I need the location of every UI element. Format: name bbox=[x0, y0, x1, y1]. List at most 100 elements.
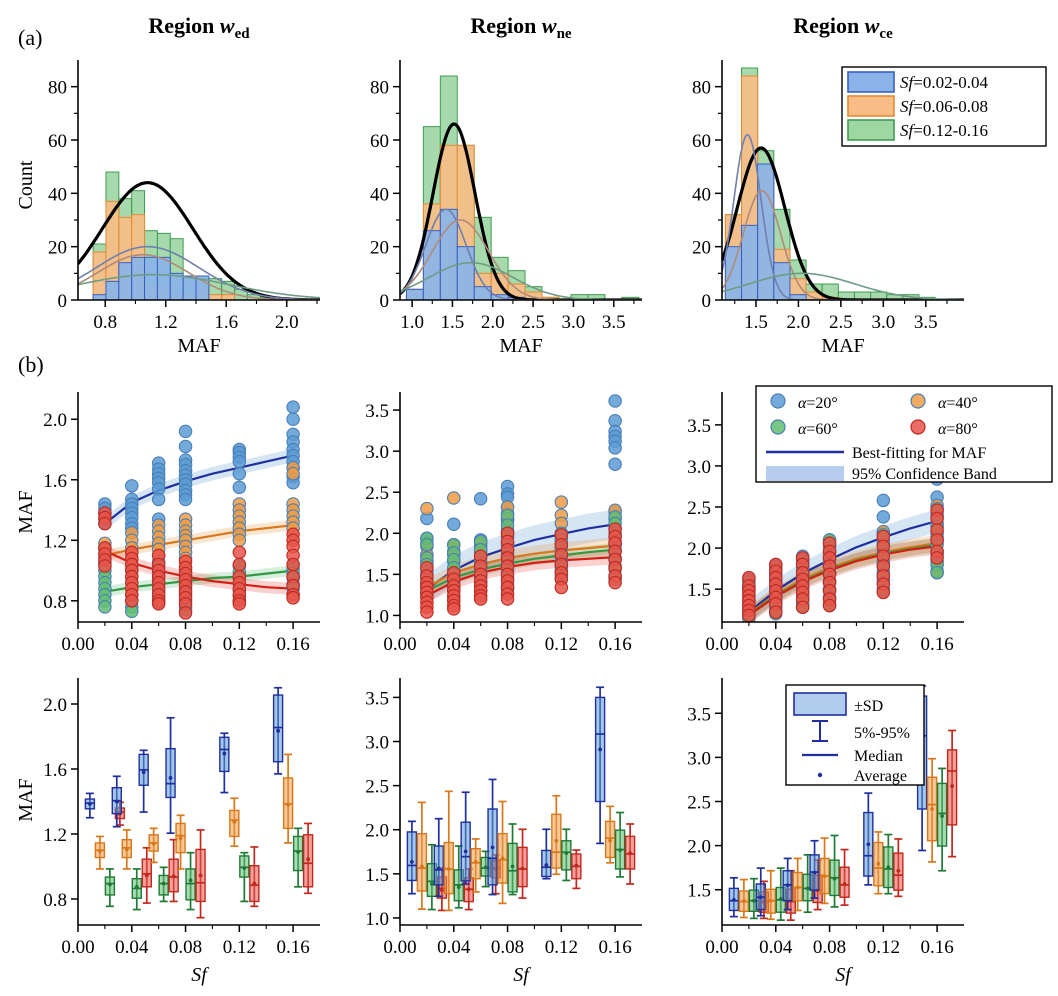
y-tick-label: 3.0 bbox=[687, 457, 711, 478]
x-tick-label: 1.5 bbox=[441, 312, 465, 333]
x-tick-label: 3.5 bbox=[602, 312, 626, 333]
panel-label-b: (b) bbox=[18, 352, 44, 377]
mean-marker bbox=[456, 885, 461, 889]
scatter-point bbox=[178, 492, 193, 507]
mean-marker bbox=[151, 841, 156, 846]
scatter-point bbox=[232, 533, 247, 548]
x-tick-label: 0.16 bbox=[598, 937, 631, 958]
y-tick-label: 80 bbox=[692, 78, 711, 99]
scatter-point bbox=[608, 394, 622, 408]
y-tick-label: 0 bbox=[702, 291, 712, 312]
fit-curve-orange bbox=[722, 189, 964, 300]
hist-bar bbox=[182, 275, 197, 300]
y-tick-label: 60 bbox=[370, 131, 389, 152]
y-tick-label: 1.2 bbox=[43, 825, 67, 846]
scatter-point bbox=[500, 592, 515, 606]
mean-marker bbox=[141, 770, 146, 775]
box-legend: ±SD 5%-95% Median Average bbox=[785, 684, 925, 786]
mean-marker bbox=[778, 897, 783, 901]
x-tick-label: 0.04 bbox=[115, 937, 149, 958]
x-tick-label: 0.08 bbox=[813, 937, 846, 958]
scatter-point bbox=[286, 466, 300, 481]
mean-marker bbox=[296, 849, 301, 854]
mean-marker bbox=[232, 819, 237, 824]
column-title: Region wce bbox=[793, 13, 893, 42]
y-tick-label: 1.5 bbox=[365, 565, 389, 586]
scatter-point bbox=[447, 602, 461, 616]
mean-marker bbox=[222, 751, 227, 756]
mean-marker bbox=[483, 865, 488, 870]
x-tick-label: 2.5 bbox=[521, 312, 545, 333]
box bbox=[165, 747, 176, 799]
legend-swatch bbox=[847, 119, 895, 141]
x-tick-label: 0.04 bbox=[437, 634, 471, 655]
legend-swatch bbox=[847, 95, 895, 117]
chart-hist-wne: 0 20 40 60 80 1.0 1.5 2.0 2.5 3.0 3.5 MAF Region wne bbox=[370, 13, 642, 357]
mean-marker bbox=[940, 814, 945, 818]
hist-bar bbox=[741, 224, 759, 300]
y-tick-label: 2.0 bbox=[43, 410, 67, 431]
scatter-point bbox=[608, 441, 622, 455]
y-tick-label: 60 bbox=[692, 131, 711, 152]
panel-label-a: (a) bbox=[18, 25, 42, 50]
y-tick-label: 2.0 bbox=[43, 695, 67, 716]
x-tick-label: 0.12 bbox=[223, 937, 256, 958]
hist-bar bbox=[144, 256, 158, 300]
x-tick-label: 0.00 bbox=[705, 634, 738, 655]
mean-marker bbox=[87, 802, 92, 806]
x-tick-label: 0.16 bbox=[920, 937, 953, 958]
scatter-point bbox=[178, 606, 193, 620]
hist-legend: Sf=0.02-0.04 Sf=0.06-0.08 Sf=0.12-0.16 bbox=[841, 66, 1047, 147]
scatter-point bbox=[447, 517, 461, 531]
x-tick-label: 2.0 bbox=[275, 312, 299, 333]
x-tick-label: 0.08 bbox=[491, 634, 524, 655]
x-tick-label: 2.0 bbox=[481, 312, 505, 333]
legend-sd-box bbox=[793, 692, 847, 716]
scatter-point bbox=[447, 491, 461, 505]
scatter-point bbox=[822, 598, 837, 613]
x-tick-label: 2.5 bbox=[829, 312, 853, 333]
mean-marker bbox=[741, 898, 746, 903]
mean-marker bbox=[178, 836, 183, 840]
box bbox=[406, 831, 418, 882]
legend-average-label: Average bbox=[854, 768, 907, 785]
legend-marker bbox=[770, 419, 786, 435]
legend-band-label: 95% Confidence Band bbox=[852, 466, 997, 483]
y-tick-label: 20 bbox=[48, 238, 67, 259]
scatter-point bbox=[98, 559, 112, 573]
chart-hist-wce: 0 20 40 60 80 1.5 2.0 2.5 3.0 3.5 MAF Region wce bbox=[692, 13, 964, 357]
mean-marker bbox=[876, 861, 881, 866]
mean-marker bbox=[758, 895, 763, 900]
fit-curve-green bbox=[78, 273, 320, 299]
scatter-point bbox=[769, 605, 783, 619]
hist-bar bbox=[405, 288, 424, 300]
scatter-point bbox=[930, 511, 944, 526]
x-tick-label: 0.00 bbox=[61, 937, 94, 958]
mean-marker bbox=[276, 728, 281, 733]
scatter-point bbox=[286, 400, 300, 414]
mean-marker bbox=[171, 874, 176, 879]
scatter-point bbox=[178, 439, 193, 454]
scatter-point bbox=[420, 538, 434, 552]
y-tick-label: 20 bbox=[692, 238, 711, 259]
y-tick-label: 60 bbox=[48, 131, 67, 152]
legend-label: α=40° bbox=[938, 395, 978, 412]
hist-bar bbox=[118, 262, 133, 300]
y-tick-label: 3.5 bbox=[687, 704, 711, 725]
mean-marker bbox=[429, 882, 434, 886]
x-tick-label: 1.5 bbox=[744, 312, 768, 333]
scatter-point bbox=[473, 492, 488, 506]
x-tick-label: 1.2 bbox=[154, 312, 178, 333]
x-tick-label: 0.04 bbox=[759, 634, 793, 655]
scatter-point bbox=[554, 495, 569, 509]
mean-marker bbox=[731, 897, 736, 902]
scatter-point bbox=[608, 457, 622, 472]
mean-marker bbox=[466, 887, 471, 892]
x-axis-label: MAF bbox=[821, 335, 864, 357]
mean-marker bbox=[520, 866, 525, 871]
mean-marker bbox=[842, 882, 847, 886]
fit-curve-green bbox=[722, 272, 964, 300]
confidence-band bbox=[748, 509, 938, 622]
chart-box-wne: 1.0 1.5 2.0 2.5 3.0 3.5 0.00 0.04 0.08 0.12 0.16 Sf bbox=[365, 678, 642, 986]
